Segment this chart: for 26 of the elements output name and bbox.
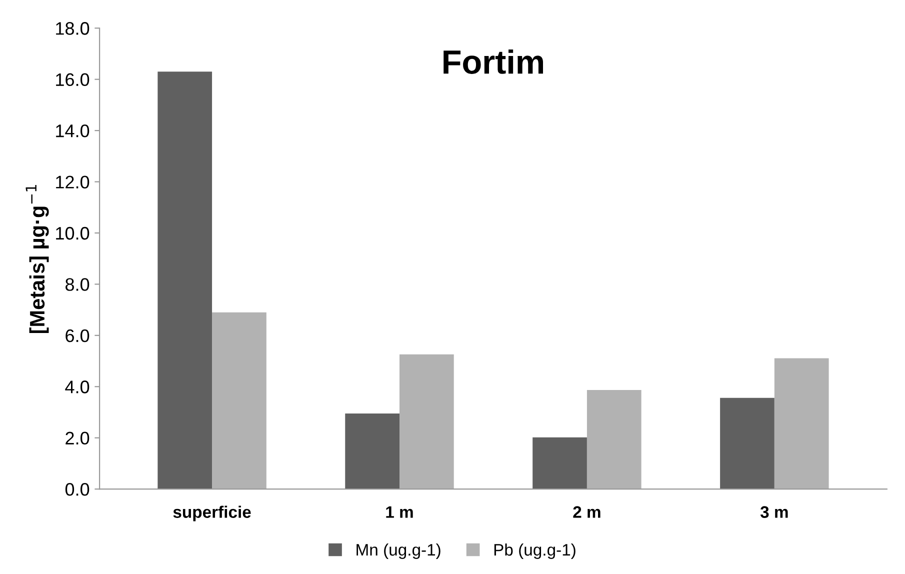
x-tick-label: 3 m bbox=[760, 506, 788, 518]
legend-label: Pb (ug.g-1) bbox=[494, 543, 576, 559]
y-tick-label: 4.0 bbox=[65, 380, 90, 394]
y-tick-label: 6.0 bbox=[66, 329, 90, 342]
bar bbox=[212, 312, 266, 490]
legend-label: Mn (ug.g-1) bbox=[356, 543, 440, 559]
bar bbox=[720, 398, 774, 490]
text: Fortim bbox=[444, 49, 544, 74]
y-axis-title: [Metais] µg·g$^{−1}$ bbox=[26, 184, 49, 334]
bar bbox=[158, 72, 212, 490]
bar bbox=[532, 437, 587, 490]
bar bbox=[586, 390, 642, 490]
bar bbox=[774, 358, 829, 490]
y-tick-label: 12.0 bbox=[56, 176, 90, 188]
bar bbox=[345, 414, 400, 490]
y-tick-label: 14.0 bbox=[56, 124, 90, 138]
y-tick-label: 18.0 bbox=[56, 22, 90, 35]
x-tick-label: 2 m bbox=[573, 506, 600, 518]
y-tick-label: 8.0 bbox=[66, 278, 90, 291]
y-tick-label: 2.0 bbox=[66, 432, 90, 445]
bar bbox=[399, 354, 454, 490]
x-tick-label: superficie bbox=[173, 506, 251, 522]
y-tick-label: 0.0 bbox=[65, 482, 90, 496]
y-tick-label: 16.0 bbox=[56, 73, 90, 86]
y-tick-label: 10.0 bbox=[56, 226, 90, 240]
x-tick-label: 1 m bbox=[386, 506, 413, 518]
